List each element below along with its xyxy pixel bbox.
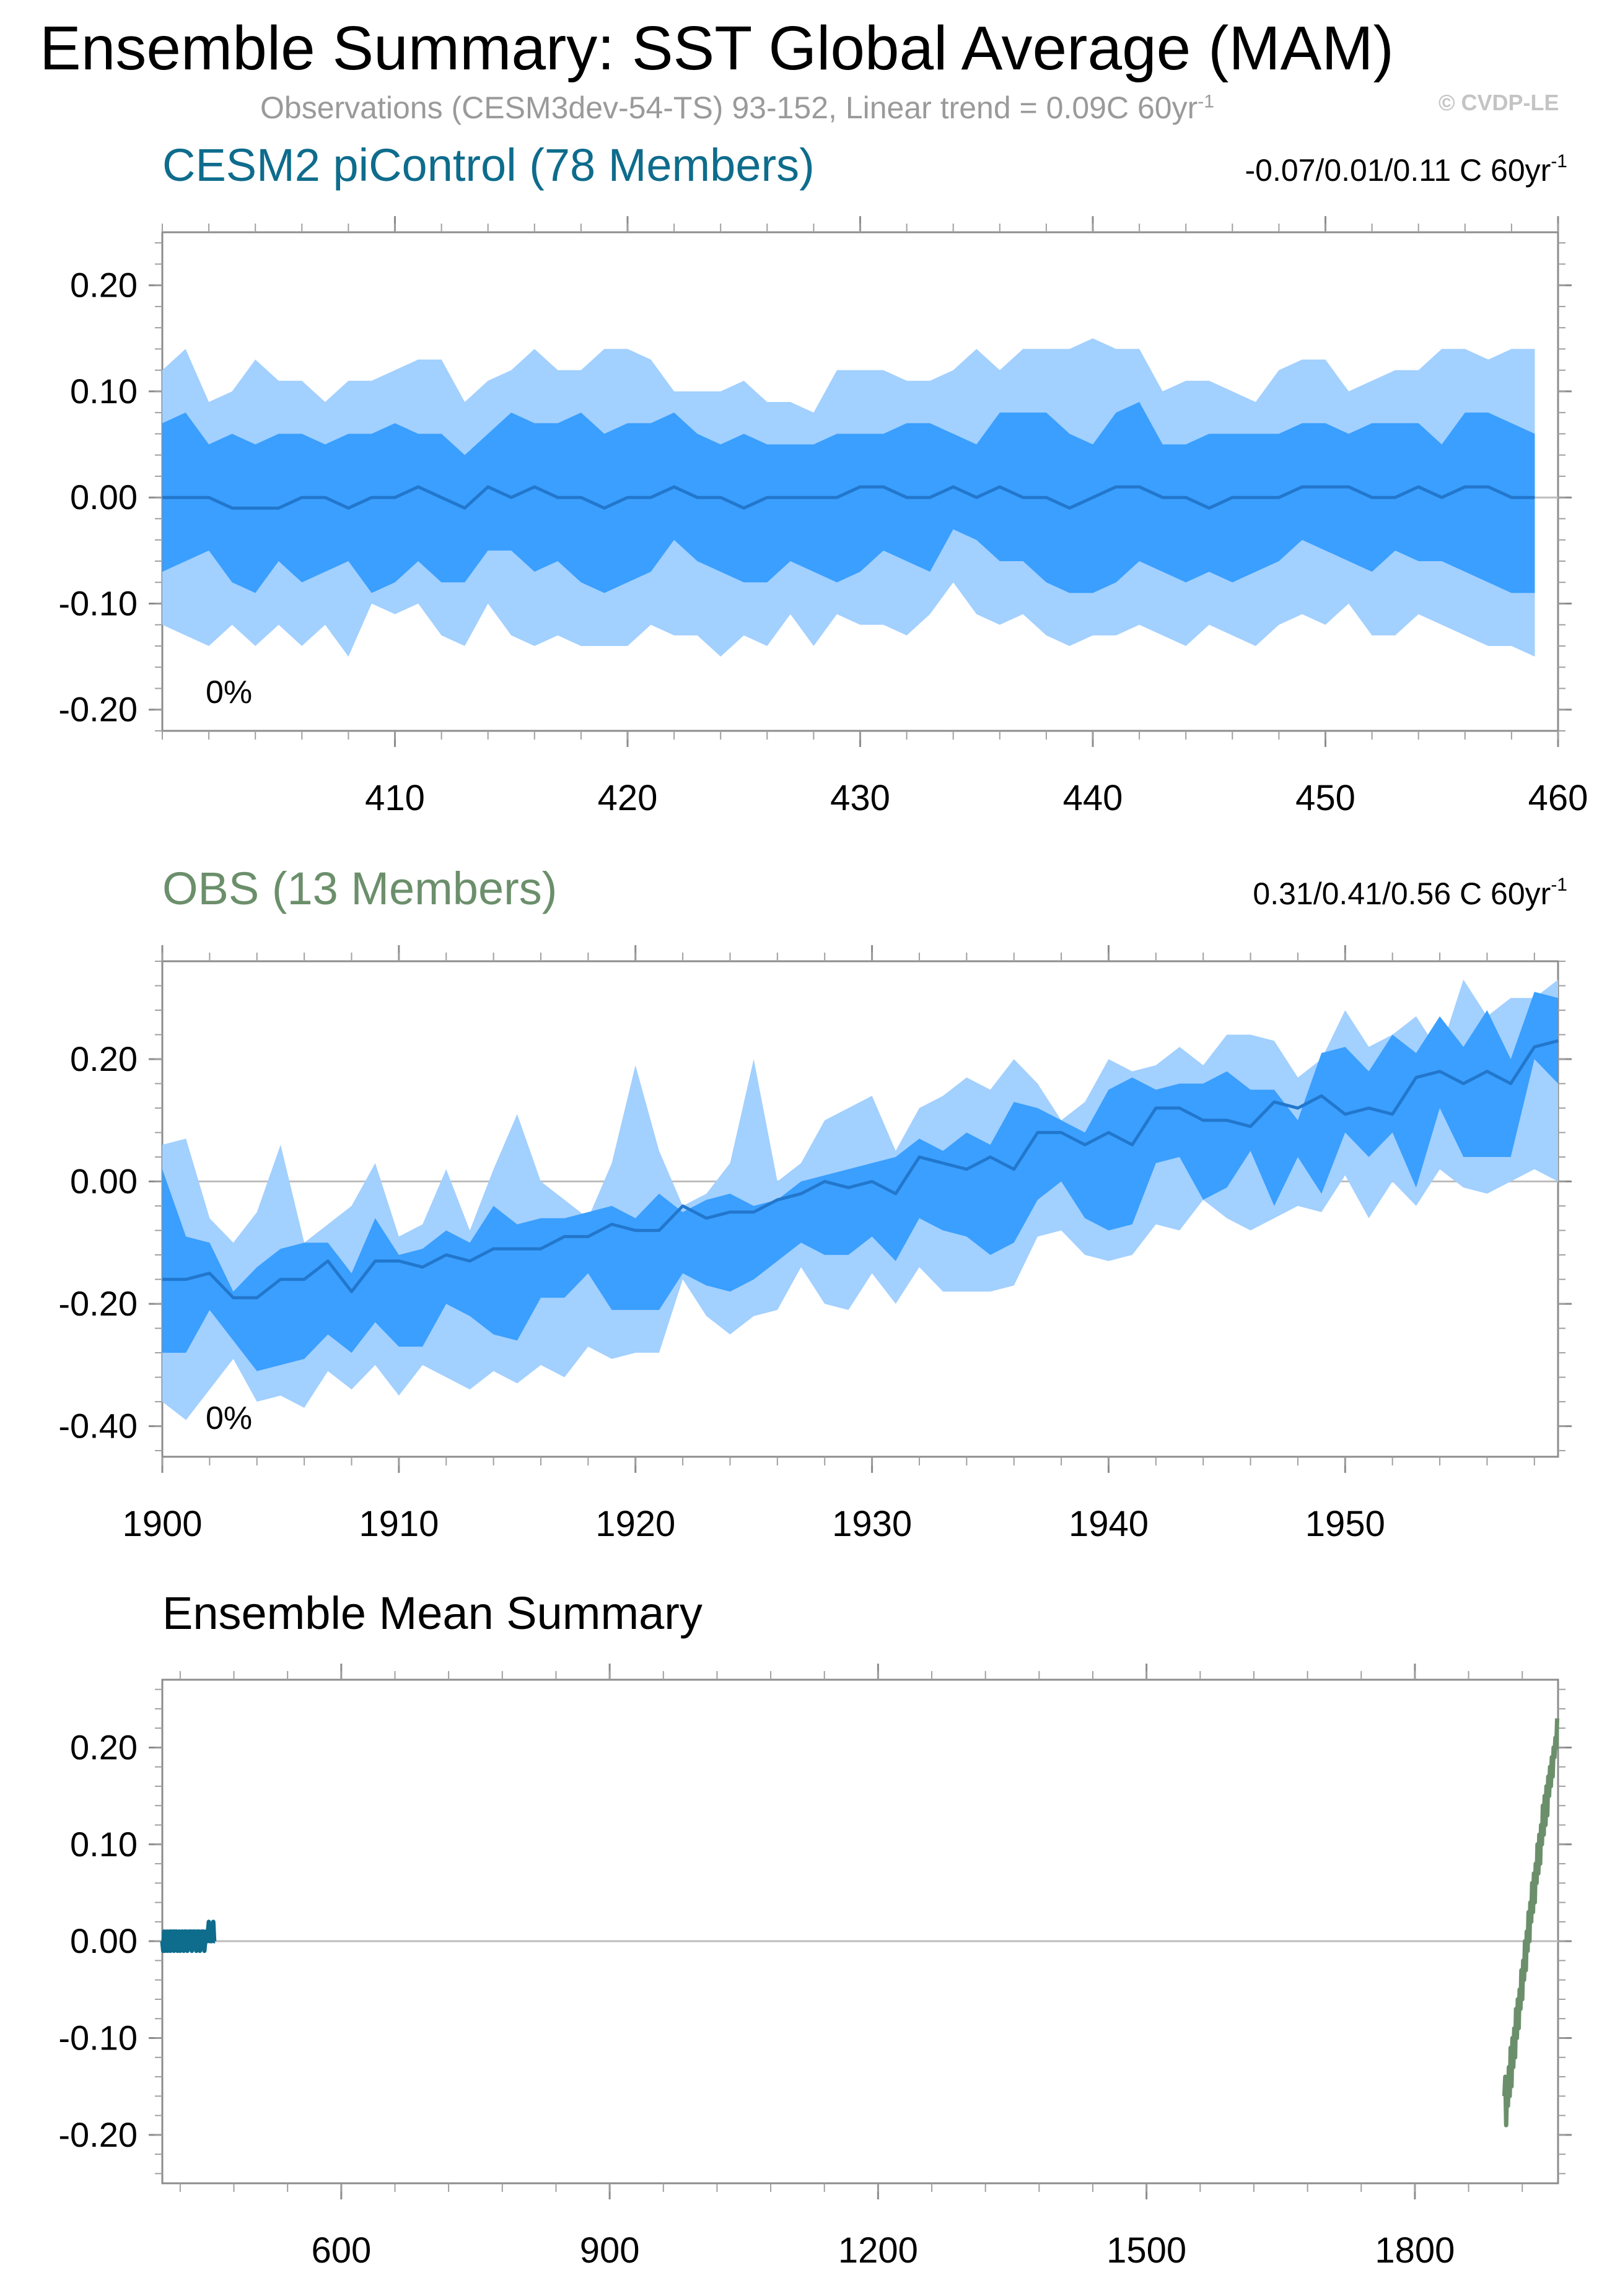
panel-title: Ensemble Mean Summary (162, 1587, 703, 1639)
inner-range-band (162, 992, 1558, 1371)
x-tick-label: 1910 (359, 1504, 439, 1544)
panel-obs: OBS (13 Members) 0.31/0.41/0.56 C 60yr-1-… (58, 863, 1572, 1544)
inner-range-band (162, 402, 1535, 593)
percent-label: 0% (206, 674, 252, 710)
x-tick-label: 1500 (1106, 2230, 1186, 2271)
median-line (162, 1039, 1559, 1299)
y-tick-label: 0.00 (70, 1921, 138, 1960)
subtitle-superscript: -1 (1198, 91, 1214, 112)
plot-frame (161, 1678, 1559, 2185)
y-tick-label: -0.20 (58, 2115, 138, 2154)
trend-text: 0.31/0.41/0.56 C 60yr (1253, 876, 1551, 911)
x-tick-label: 900 (580, 2230, 640, 2271)
y-tick-label: 0.20 (70, 1727, 138, 1766)
x-tick-label: 410 (365, 778, 425, 818)
watermark: © CVDP-LE (1438, 90, 1559, 115)
y-tick-label: -0.10 (58, 583, 138, 622)
panel-title: OBS (13 Members) (162, 863, 557, 914)
x-tick-label: 460 (1528, 778, 1588, 818)
y-tick-label: -0.40 (58, 1407, 138, 1446)
x-tick-label: 1800 (1375, 2230, 1455, 2271)
y-tick-label: -0.20 (58, 1284, 138, 1323)
x-tick-label: 420 (598, 778, 658, 818)
panel-ensemble-mean: Ensemble Mean Summary -0.20 -0.10 0.00 0.10 0… (58, 1587, 1572, 2271)
x-tick-label: 450 (1295, 778, 1355, 818)
x-tick-label: 600 (311, 2230, 371, 2271)
figure-subtitle: Observations (CESM3dev-54-TS) 93-152, Li… (260, 90, 1214, 126)
x-tick-label: 1940 (1069, 1504, 1149, 1544)
panel-cesm2: CESM2 piControl (78 Members) -0.07/0.01/0… (58, 139, 1588, 818)
x-tick-label: 440 (1063, 778, 1123, 818)
y-tick-label: 0.10 (70, 1825, 138, 1864)
trend-text: -0.07/0.01/0.11 C 60yr (1245, 153, 1551, 188)
x-tick-label: 1930 (832, 1504, 912, 1544)
x-tick-label: 1900 (122, 1504, 202, 1544)
y-tick-label: -0.20 (58, 690, 138, 729)
trend-superscript: -1 (1551, 151, 1567, 172)
trend-label: -0.07/0.01/0.11 C 60yr-1 (1245, 151, 1567, 188)
percent-label: 0% (206, 1400, 252, 1436)
median-line (162, 485, 1535, 510)
y-tick-label: 0.20 (70, 266, 138, 305)
subtitle-text: Observations (CESM3dev-54-TS) 93-152, Li… (260, 90, 1198, 125)
x-tick-label: 1950 (1305, 1504, 1385, 1544)
y-tick-label: 0.00 (70, 478, 138, 517)
figure-title: Ensemble Summary: SST Global Average (MA… (40, 14, 1394, 83)
y-tick-label: 0.20 (70, 1039, 138, 1078)
x-tick-label: 1200 (838, 2230, 918, 2271)
y-tick-label: 0.00 (70, 1162, 138, 1201)
y-tick-label: 0.10 (70, 372, 138, 411)
series-line-cesm2 (160, 1919, 217, 1953)
x-tick-label: 1920 (595, 1504, 675, 1544)
x-tick-label: 430 (830, 778, 890, 818)
trend-label: 0.31/0.41/0.56 C 60yr-1 (1253, 875, 1567, 911)
series-line-obs (1502, 1718, 1560, 2128)
trend-superscript: -1 (1551, 875, 1567, 895)
panel-title: CESM2 piControl (78 Members) (162, 139, 815, 191)
y-tick-label: -0.10 (58, 2018, 138, 2057)
